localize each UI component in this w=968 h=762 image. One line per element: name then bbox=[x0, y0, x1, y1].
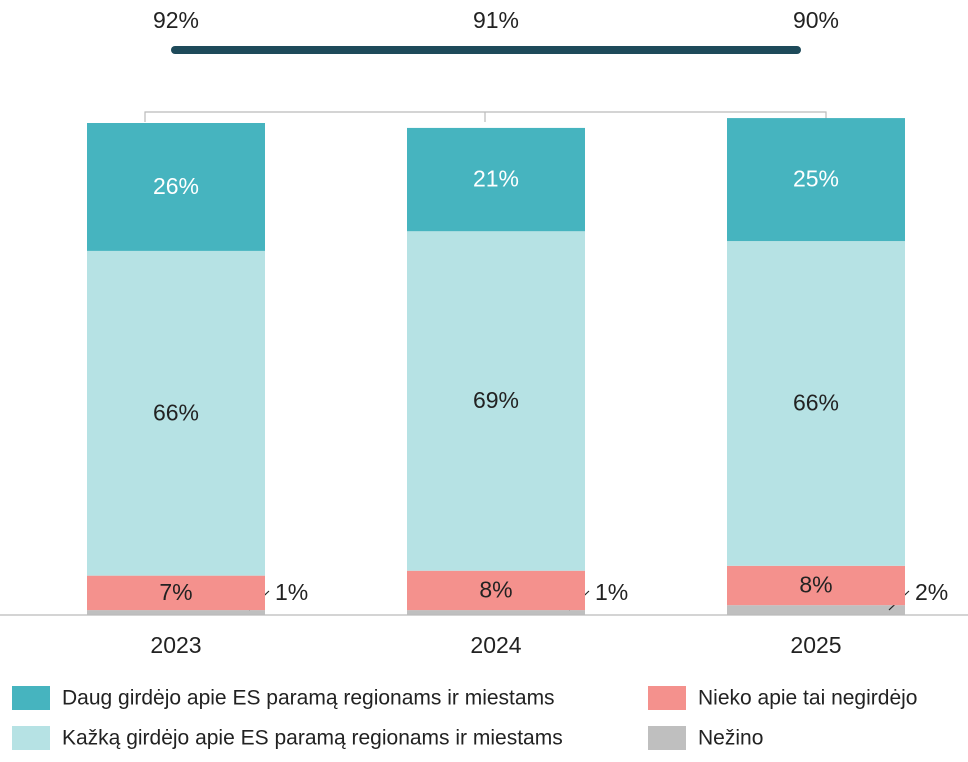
bracket bbox=[144, 111, 827, 122]
bar-segment bbox=[727, 565, 905, 606]
legend-swatch bbox=[648, 726, 686, 750]
value-label: 66% bbox=[153, 399, 199, 425]
legend-label: Nieko apie tai negirdėjo bbox=[698, 687, 917, 710]
bar-segment bbox=[87, 123, 265, 251]
bar-segment bbox=[407, 127, 585, 232]
bar-segment bbox=[407, 610, 585, 615]
x-tick-label: 2025 bbox=[790, 632, 841, 658]
legend-label: Nežino bbox=[698, 727, 763, 750]
legend-label: Kažką girdėjo apie ES paramą regionams i… bbox=[62, 727, 563, 750]
value-label: 7% bbox=[159, 579, 192, 605]
bar-segment bbox=[407, 570, 585, 611]
bar-segment bbox=[727, 241, 905, 566]
bar-segment bbox=[87, 250, 265, 576]
value-label: 2% bbox=[915, 579, 948, 605]
bar-segment bbox=[727, 605, 905, 615]
bar-segment bbox=[87, 575, 265, 611]
value-label: 25% bbox=[793, 166, 839, 192]
bar-segment bbox=[407, 231, 585, 571]
total-label: 92% bbox=[153, 7, 199, 33]
value-label: 21% bbox=[473, 166, 519, 192]
value-label: 26% bbox=[153, 173, 199, 199]
x-tick-label: 2024 bbox=[470, 632, 521, 658]
bar-segment bbox=[727, 118, 905, 242]
value-label: 8% bbox=[799, 572, 832, 598]
total-label: 90% bbox=[793, 7, 839, 33]
value-label: 1% bbox=[275, 579, 308, 605]
value-label: 69% bbox=[473, 387, 519, 413]
x-tick-label: 2023 bbox=[150, 632, 201, 658]
legend-swatch bbox=[12, 726, 50, 750]
legend-swatch bbox=[12, 686, 50, 710]
total-label: 91% bbox=[473, 7, 519, 33]
value-label: 1% bbox=[595, 579, 628, 605]
bar-segment bbox=[87, 610, 265, 615]
value-label: 8% bbox=[479, 576, 512, 602]
value-label: 66% bbox=[793, 390, 839, 416]
legend-label: Daug girdėjo apie ES paramą regionams ir… bbox=[62, 687, 555, 710]
legend-swatch bbox=[648, 686, 686, 710]
